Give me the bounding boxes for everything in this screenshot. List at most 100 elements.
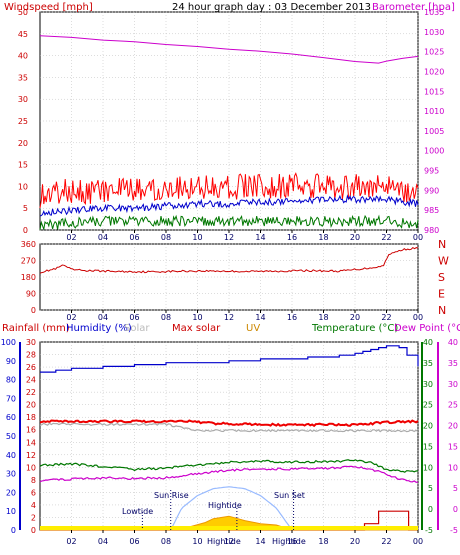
rainfall-tick-label: 4 <box>31 501 36 510</box>
chart-2-xtick-label: 14 <box>255 313 265 322</box>
dew-point-tick-label: 15 <box>448 442 458 451</box>
chart-2-xtick-label: 08 <box>161 313 171 322</box>
chart-1-xtick-label: 22 <box>381 233 391 242</box>
barometer-tick-label: 980 <box>424 226 439 235</box>
compass-label: N <box>438 238 446 251</box>
chart-1-series-line <box>39 172 419 209</box>
chart-3-xtick-label: 14 <box>255 537 265 546</box>
windspeed-tick-label: 35 <box>18 73 28 82</box>
humidity-tick-label: 0 <box>11 526 16 535</box>
hightide-label: Hightide <box>208 501 242 510</box>
barometer-tick-label: 990 <box>424 186 439 195</box>
direction-tick-label: 0 <box>31 306 36 315</box>
chart-1-xtick-label: 08 <box>161 233 171 242</box>
rainfall-tick-label: 16 <box>26 426 36 435</box>
barometer-tick-label: 1005 <box>424 127 444 136</box>
temperature-tick-label: 15 <box>423 442 433 451</box>
chart-2-xtick-label: 02 <box>66 313 76 322</box>
chart-2-xtick-label: 04 <box>98 313 108 322</box>
rainfall-tick-label: 12 <box>26 451 36 460</box>
rainfall-tick-label: 24 <box>26 376 36 385</box>
rainfall-label: Rainfall (mm) <box>2 323 70 334</box>
temperature-tick-label: 35 <box>423 359 433 368</box>
sunrise-label: Sun Rise <box>154 491 189 500</box>
chart-1-series-line <box>39 194 419 217</box>
chart-1-xtick-label: 00 <box>413 233 423 242</box>
windspeed-tick-label: 20 <box>18 139 28 148</box>
compass-label: E <box>438 288 445 301</box>
chart-1-xtick-label: 02 <box>66 233 76 242</box>
rainfall-tick-label: 6 <box>31 488 36 497</box>
dew-point-tick-label: 0 <box>453 505 458 514</box>
barometer-tick-label: 1010 <box>424 107 444 116</box>
chart-3-series-line <box>170 486 293 531</box>
dew-point-tick-label: 35 <box>448 359 458 368</box>
chart-3-xtick-label: 20 <box>350 537 360 546</box>
humidity-tick-label: 80 <box>6 376 16 385</box>
chart-3-xtick-label: 16 <box>287 537 297 546</box>
chart-3-xtick-label: 02 <box>66 537 76 546</box>
chart-3-series-line <box>39 459 419 473</box>
barometer-tick-label: 995 <box>424 167 439 176</box>
temperature-tick-label: 40 <box>423 338 433 347</box>
rainfall-tick-label: 10 <box>26 463 36 472</box>
compass-label: N <box>438 304 446 317</box>
chart-title: 24 hour graph day : 03 December 2013 <box>172 2 371 13</box>
windspeed-tick-label: 45 <box>18 30 28 39</box>
humidity-tick-label: 10 <box>6 507 16 516</box>
rainfall-tick-label: 20 <box>26 401 36 410</box>
windspeed-tick-label: 40 <box>18 52 28 61</box>
rainfall-tick-label: 30 <box>26 338 36 347</box>
chart-2-xtick-label: 10 <box>192 313 202 322</box>
rainfall-tick-label: 22 <box>26 388 36 397</box>
max-solar-label: Max solar <box>172 323 221 334</box>
humidity-label: Humidity (%) <box>66 323 132 334</box>
humidity-tick-label: 70 <box>6 394 16 403</box>
humidity-tick-label: 20 <box>6 488 16 497</box>
chart-3-xtick-label: 18 <box>318 537 328 546</box>
windspeed-tick-label: 50 <box>18 8 28 17</box>
dew-point-tick-label: 30 <box>448 380 458 389</box>
direction-tick-label: 180 <box>21 273 36 282</box>
windspeed-tick-label: 10 <box>18 182 28 191</box>
humidity-tick-label: 40 <box>6 451 16 460</box>
windspeed-label: Windspeed [mph] <box>4 2 93 13</box>
chart-2-xtick-label: 20 <box>350 313 360 322</box>
rainfall-tick-label: 26 <box>26 363 36 372</box>
dew-point-label: Dew Point (°C) <box>394 323 460 334</box>
dew-point-tick-label: 25 <box>448 401 458 410</box>
barometer-tick-label: 1025 <box>424 48 444 57</box>
chart-2-xtick-label: 16 <box>287 313 297 322</box>
barometer-tick-label: 985 <box>424 206 439 215</box>
dew-point-tick-label: -5 <box>450 526 458 535</box>
chart-3-xtick-label: 04 <box>98 537 108 546</box>
chart-3-xtick-label: 10 <box>192 537 202 546</box>
rainfall-tick-label: 28 <box>26 351 36 360</box>
humidity-tick-label: 50 <box>6 432 16 441</box>
chart-3-xtick-label: 00 <box>413 537 423 546</box>
chart-3-series-line <box>39 465 419 483</box>
sunset-label: Sun Set <box>274 491 305 500</box>
chart-3-xtick-label: 06 <box>129 537 139 546</box>
rainfall-tick-label: 18 <box>26 413 36 422</box>
temperature-tick-label: 0 <box>428 505 433 514</box>
chart-1-xtick-label: 18 <box>318 233 328 242</box>
chart-3-series <box>39 345 419 531</box>
rainfall-tick-label: 2 <box>31 513 36 522</box>
chart-1-xtick-label: 16 <box>287 233 297 242</box>
chart-3-series-line <box>40 345 419 373</box>
compass-label: W <box>438 255 449 268</box>
rainfall-tick-label: 8 <box>31 476 36 485</box>
chart-2-xtick-label: 12 <box>224 313 234 322</box>
rainfall-tick-label: 14 <box>26 438 36 447</box>
chart-1-xtick-label: 20 <box>350 233 360 242</box>
humidity-tick-label: 60 <box>6 413 16 422</box>
chart-2-xtick-label: 22 <box>381 313 391 322</box>
windspeed-tick-label: 30 <box>18 95 28 104</box>
chart-3-series-line <box>39 419 419 428</box>
chart-1-xtick-label: 14 <box>255 233 265 242</box>
hightide-axis-label-b: Hightide <box>272 537 306 546</box>
barometer-label: Barometer [hpa] <box>372 2 455 13</box>
